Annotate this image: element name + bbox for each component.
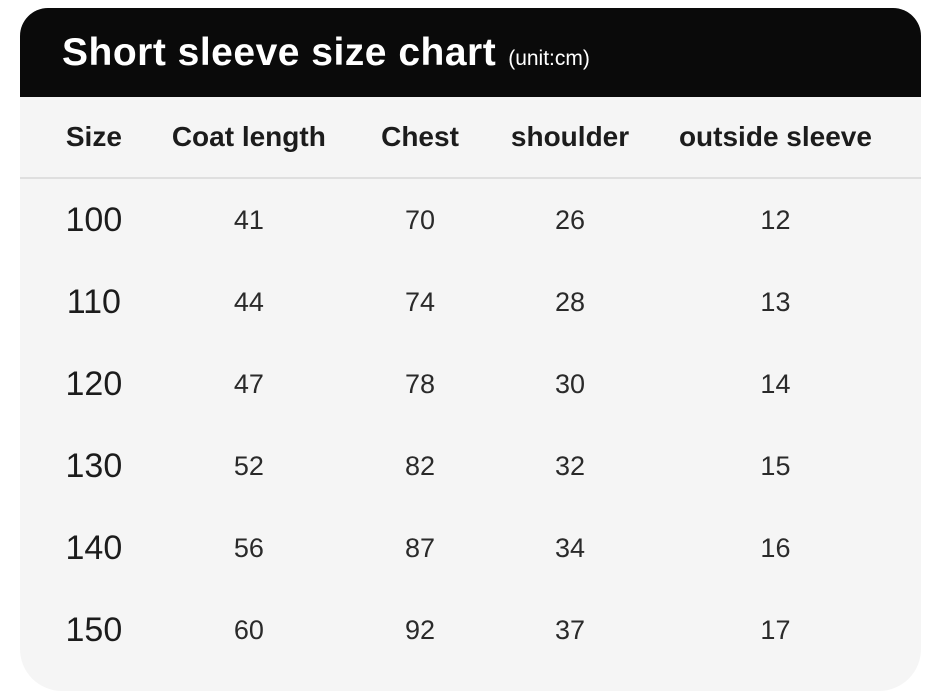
size-chart-card: Short sleeve size chart (unit:cm) Size C… [20,8,921,691]
table-row: 130 52 82 32 15 [20,425,921,507]
table-row: 110 44 74 28 13 [20,261,921,343]
column-header-coat-length: Coat length [171,121,326,152]
table-cell-shoulder: 32 [555,450,586,481]
page-title: Short sleeve size chart [62,30,497,74]
table-cell-coat-length: 47 [233,368,264,399]
table-cell-size: 130 [65,446,123,485]
unit-label: (unit:cm) [508,46,590,70]
table-cell-size: 150 [65,610,123,649]
table-row: 150 60 92 37 17 [20,589,921,671]
table-cell-chest: 78 [404,368,436,399]
table-cell-size: 140 [65,528,123,567]
table-cell-chest: 92 [404,614,436,645]
table-cell-shoulder: 30 [555,368,586,399]
column-header-shoulder: shoulder [510,121,630,152]
table-cell-outside-sleeve: 16 [760,532,791,563]
table-cell-coat-length: 44 [233,286,264,317]
column-header-chest: Chest [381,121,459,152]
chart-title-banner: Short sleeve size chart (unit:cm) [20,8,921,97]
table-cell-coat-length: 41 [233,204,264,235]
table-cell-size: 120 [65,364,123,403]
table-row: 100 41 70 26 12 [20,179,921,261]
table-row: 140 56 87 34 16 [20,507,921,589]
table-cell-shoulder: 26 [555,204,586,235]
table-header-row: Size Coat length Chest shoulder outside … [20,97,921,179]
table-cell-outside-sleeve: 15 [760,450,791,481]
table-cell-shoulder: 34 [555,532,586,563]
table-cell-outside-sleeve: 14 [760,368,791,399]
table-cell-chest: 82 [404,450,436,481]
column-header-outside-sleeve: outside sleeve [678,121,872,152]
size-table: Size Coat length Chest shoulder outside … [20,97,921,691]
table-cell-chest: 70 [404,204,436,235]
table-cell-outside-sleeve: 13 [760,286,791,317]
table-cell-shoulder: 28 [555,286,586,317]
table-cell-coat-length: 60 [233,614,264,645]
table-cell-chest: 87 [404,532,436,563]
table-cell-coat-length: 56 [233,532,264,563]
column-header-size: Size [65,121,122,152]
table-cell-coat-length: 52 [233,450,264,481]
table-cell-size: 110 [66,282,121,321]
table-row: 120 47 78 30 14 [20,343,921,425]
table-cell-outside-sleeve: 17 [760,614,791,645]
table-cell-chest: 74 [404,286,436,317]
table-cell-size: 100 [65,200,123,239]
table-cell-outside-sleeve: 12 [760,204,791,235]
chart-title-group: Short sleeve size chart (unit:cm) [20,31,590,75]
table-cell-shoulder: 37 [555,614,586,645]
